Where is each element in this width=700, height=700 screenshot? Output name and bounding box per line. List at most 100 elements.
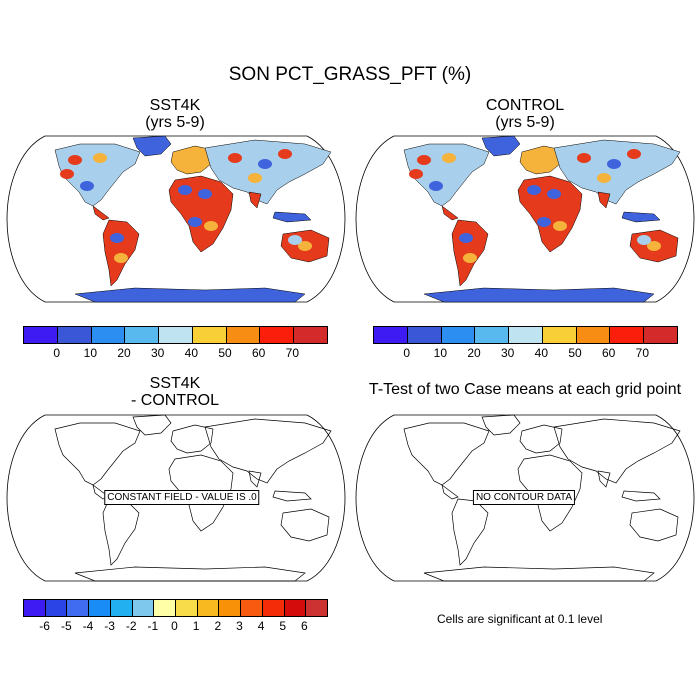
colorbar-sst4k-labels: 0 10 20 30 40 50 60 70	[23, 346, 326, 360]
colorbar-tick-label: 10	[433, 346, 448, 360]
continent-india	[597, 470, 611, 488]
colorbar-swatch	[576, 327, 611, 343]
continent-indonesia	[621, 490, 661, 502]
field-patch	[527, 185, 541, 195]
continent-north-america	[403, 422, 490, 486]
colorbar-swatch	[176, 600, 198, 616]
colorbar-swatch	[24, 327, 58, 343]
colorbar-tick-label: 20	[467, 346, 481, 360]
continent-india	[248, 191, 262, 209]
colorbar-sst4k	[23, 326, 328, 344]
colorbar-tick-label: 5	[279, 619, 287, 633]
colorbar-swatch	[57, 327, 92, 343]
colorbar-tick-label: 4	[257, 619, 265, 633]
field-patch	[278, 149, 292, 159]
field-patch	[60, 169, 74, 179]
continent-greenland	[132, 135, 172, 157]
continent-south-america	[451, 498, 489, 566]
colorbar-tick-label: -2	[125, 619, 137, 633]
field-patch	[553, 221, 567, 231]
continent-europe	[170, 145, 214, 175]
colorbar-swatch	[125, 327, 160, 343]
colorbar-swatch	[197, 600, 220, 616]
colorbar-tick-label: 30	[500, 346, 515, 360]
field-patch	[597, 173, 611, 183]
colorbar-tick-label: 0	[171, 619, 178, 633]
colorbar-tick-label: -5	[60, 619, 72, 633]
colorbar-swatch	[542, 327, 577, 343]
continent-greenland	[481, 135, 521, 157]
colorbar-swatch	[284, 600, 307, 616]
colorbar-tick-label: -4	[82, 619, 94, 633]
field-patch	[459, 233, 473, 243]
colorbar-tick-label: 3	[236, 619, 243, 633]
colorbar-tick-label: 0	[53, 346, 60, 360]
field-patch	[607, 159, 621, 169]
colorbar-tick-label: 10	[83, 346, 98, 360]
field-patch	[110, 233, 124, 243]
colorbar-tick-label: 6	[301, 619, 308, 633]
colorbar-swatch	[226, 327, 261, 343]
field-patch	[80, 181, 94, 191]
field-patch	[627, 149, 641, 159]
continent-north-america	[54, 422, 141, 486]
colorbar-tick-label: 0	[403, 346, 410, 360]
colorbar-swatch	[644, 327, 678, 343]
panel-title-ttest: T-Test of two Case means at each grid po…	[368, 381, 682, 398]
colorbar-swatch	[219, 600, 242, 616]
colorbar-swatch	[306, 600, 328, 616]
continent-asia	[553, 418, 681, 484]
field-patch	[198, 189, 212, 199]
constant-field-message: CONSTANT FIELD - VALUE IS .0	[104, 490, 260, 505]
field-patch	[248, 173, 262, 183]
continent-australia	[280, 508, 330, 542]
field-patch	[114, 253, 128, 263]
field-patch	[429, 181, 443, 191]
continent-africa	[168, 454, 234, 532]
colorbar-tick-label: -1	[147, 619, 159, 633]
field-patch	[204, 221, 218, 231]
field-patch	[547, 189, 561, 199]
map-sst4k	[6, 135, 346, 303]
colorbar-swatch	[110, 600, 133, 616]
field-patch	[93, 153, 107, 163]
colorbar-swatch	[441, 327, 476, 343]
field-patch	[178, 185, 192, 195]
colorbar-tick-label: -3	[104, 619, 115, 633]
continent-indonesia	[272, 211, 312, 223]
colorbar-tick-label: 40	[534, 346, 549, 360]
colorbar-swatch	[509, 327, 543, 343]
colorbar-swatch	[45, 600, 68, 616]
continent-indonesia	[621, 211, 661, 223]
continent-europe	[519, 424, 563, 454]
field-patch	[417, 155, 431, 165]
field-patch	[409, 169, 423, 179]
colorbar-control-labels: 0 10 20 30 40 50 60 70	[373, 346, 676, 360]
continent-indonesia	[272, 490, 312, 502]
continent-india	[248, 470, 262, 488]
continent-antarctica	[423, 566, 655, 582]
field-patch	[298, 241, 312, 251]
colorbar-tick-label: 60	[251, 346, 266, 360]
colorbar-tick-label: 70	[285, 346, 300, 360]
colorbar-swatch	[159, 327, 193, 343]
colorbar-swatch	[407, 327, 442, 343]
colorbar-swatch	[132, 600, 155, 616]
colorbar-swatch	[192, 327, 227, 343]
field-patch	[577, 153, 591, 163]
field-patch	[637, 235, 651, 245]
map-control	[355, 135, 695, 303]
colorbar-swatch	[241, 600, 263, 616]
figure-title: SON PCT_GRASS_PFT (%)	[228, 64, 472, 85]
colorbar-control	[373, 326, 678, 344]
colorbar-swatch	[475, 327, 510, 343]
continent-asia	[204, 418, 332, 484]
colorbar-tick-label: 2	[214, 619, 222, 633]
colorbar-tick-label: 20	[117, 346, 131, 360]
field-patch	[228, 153, 242, 163]
no-contour-message: NO CONTOUR DATA	[472, 490, 576, 505]
colorbar-swatch	[294, 327, 328, 343]
colorbar-swatch	[91, 327, 126, 343]
field-patch	[188, 217, 202, 227]
continent-greenland	[481, 414, 521, 436]
